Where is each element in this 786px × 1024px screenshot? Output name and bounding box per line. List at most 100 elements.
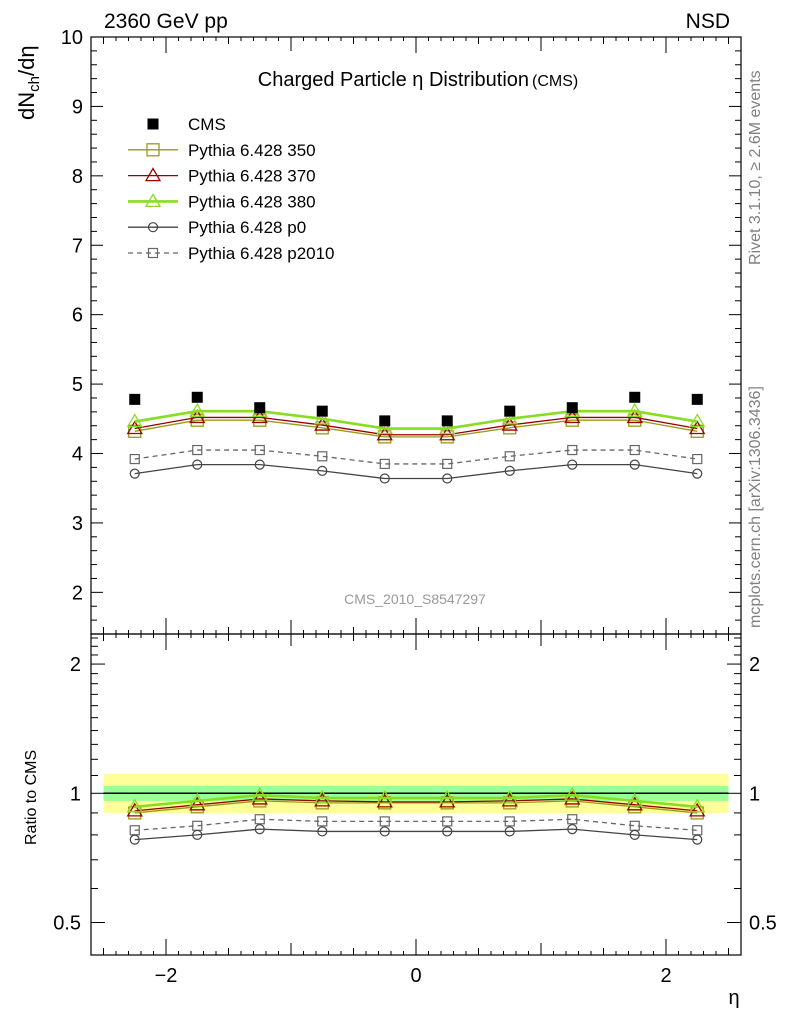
- main-plot-panel: 2 3 4 5 6 7 8 9 10 Charged Particle η Distributi…: [61, 27, 742, 635]
- x-tick-label: 2: [660, 965, 671, 987]
- ratio-series-line: [134, 828, 698, 841]
- ratio-data-point: [314, 789, 331, 804]
- data-point: [689, 413, 706, 428]
- legend-item-pythia-6-428-p2010: Pythia 6.428 p2010: [128, 244, 335, 263]
- ratio-data-point: [126, 802, 143, 817]
- mcplots-reference-label: mcplots.cern.ch [arXiv:1306.3436]: [747, 386, 764, 628]
- ratio-data-point: [317, 816, 328, 827]
- ratio-y-tick-label-right: 1: [749, 783, 760, 805]
- ratio-data-point: [504, 826, 515, 837]
- data-point: [317, 465, 328, 476]
- ratio-data-point: [314, 792, 331, 807]
- series-line: [134, 449, 698, 465]
- x-tick-label: −2: [155, 965, 178, 987]
- ratio-data-point: [189, 796, 206, 811]
- ratio-series-line: [134, 800, 698, 814]
- main-y-tick-label: 5: [72, 374, 83, 396]
- ratio-y-tick-label-right: 2: [749, 654, 760, 676]
- ratio-data-point: [564, 790, 581, 805]
- data-point: [504, 405, 516, 417]
- ratio-data-point: [504, 816, 515, 827]
- legend: CMS Pythia 6.428 350 Pythia 6.428 370 Pythi…: [128, 115, 335, 263]
- legend-marker: [147, 247, 159, 259]
- data-point: [129, 453, 140, 465]
- series-line: [134, 409, 698, 430]
- data-point: [316, 405, 328, 417]
- legend-marker: [146, 143, 160, 157]
- ratio-series-line: [134, 798, 698, 812]
- data-point: [692, 468, 703, 479]
- ratio-series-pythia-6-428-p0: [129, 824, 703, 845]
- data-point: [629, 459, 640, 470]
- ratio-data-point: [376, 793, 393, 808]
- data-point: [126, 413, 143, 428]
- ratio-data-point: [564, 786, 581, 801]
- ratio-series-line: [134, 793, 698, 809]
- ratio-data-point: [254, 824, 265, 835]
- data-point: [566, 402, 578, 414]
- data-point: [442, 458, 453, 470]
- legend-label: Pythia 6.428 350: [188, 141, 316, 160]
- ratio-data-point: [129, 834, 140, 845]
- legend-label: Pythia 6.428 370: [188, 167, 316, 186]
- ratio-data-point: [689, 798, 706, 813]
- analysis-label: CMS_2010_S8547297: [344, 591, 486, 607]
- ratio-data-point: [254, 814, 265, 825]
- ratio-series-pythia-6-428-370: [126, 790, 706, 817]
- data-point: [689, 420, 706, 435]
- ratio-data-point: [501, 789, 518, 804]
- ratio-data-point: [251, 790, 268, 805]
- main-y-tick-label: 8: [72, 166, 83, 188]
- rivet-version-label: Rivet 3.1.10, ≥ 2.6M events: [747, 70, 764, 265]
- legend-item-cms: CMS: [147, 115, 226, 134]
- data-point: [691, 393, 703, 405]
- data-point: [692, 453, 703, 465]
- ratio-y-tick-label-right: 0.5: [749, 912, 777, 934]
- ratio-y-tick-label: 2: [70, 654, 81, 676]
- series-line: [134, 463, 698, 480]
- data-point: [254, 444, 265, 456]
- legend-marker: [144, 167, 162, 182]
- series-line: [134, 416, 698, 436]
- main-y-tick-label: 10: [61, 27, 83, 49]
- data-point: [317, 451, 328, 462]
- legend-label: Pythia 6.428 380: [188, 192, 316, 211]
- data-point: [501, 410, 518, 425]
- ratio-data-point: [442, 816, 453, 827]
- main-chart-title-text: Charged Particle η Distribution: [258, 69, 529, 91]
- data-point: [442, 473, 453, 484]
- main-chart-title: Charged Particle η Distribution (CMS): [258, 69, 578, 91]
- legend-item-pythia-6-428-p0: Pythia 6.428 p0: [128, 218, 306, 237]
- main-y-tick-label: 3: [72, 513, 83, 535]
- main-chart-title-suffix: (CMS): [532, 73, 578, 90]
- legend-marker: [144, 193, 162, 208]
- legend-marker: [147, 222, 159, 233]
- legend-item-pythia-6-428-380: Pythia 6.428 380: [128, 192, 316, 211]
- data-point: [441, 415, 453, 427]
- data-point: [192, 459, 203, 470]
- series-cms: [129, 391, 703, 427]
- legend-item-pythia-6-428-350: Pythia 6.428 350: [128, 141, 316, 160]
- data-point: [379, 458, 390, 470]
- main-y-tick-label: 6: [72, 305, 83, 327]
- legend-label: Pythia 6.428 p2010: [188, 244, 335, 263]
- ratio-data-point: [442, 826, 453, 837]
- ratio-data-point: [567, 814, 578, 825]
- ratio-data-point: [379, 816, 390, 827]
- legend-marker: [147, 118, 159, 130]
- x-axis-title: η: [728, 987, 739, 1009]
- header-energy-label: 2360 GeV pp: [104, 10, 228, 33]
- ratio-data-point: [192, 829, 203, 840]
- main-y-axis-title: dNch/dη: [14, 45, 43, 120]
- ratio-data-point: [317, 826, 328, 837]
- main-y-axis: 2 3 4 5 6 7 8 9 10: [61, 27, 742, 635]
- ratio-plot-panel: 0.5 0.5 1 1 2 2 −2 0 2 Ratio to CMS η: [23, 633, 777, 1009]
- data-point: [254, 459, 265, 470]
- ratio-data-point: [189, 792, 206, 807]
- ratio-data-point: [626, 796, 643, 811]
- data-point: [191, 391, 203, 403]
- ratio-y-axis: 0.5 0.5 1 1 2 2 −2 0 2: [53, 633, 777, 987]
- series-line: [134, 419, 698, 438]
- data-point: [129, 393, 141, 405]
- data-point: [126, 420, 143, 435]
